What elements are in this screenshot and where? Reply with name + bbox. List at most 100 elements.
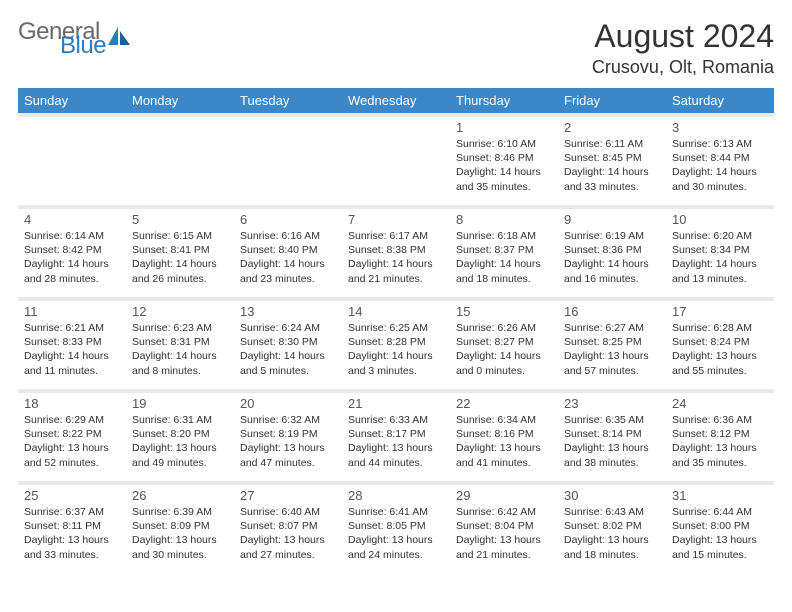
day-info: Sunrise: 6:36 AMSunset: 8:12 PMDaylight:… bbox=[672, 413, 768, 470]
day-cell bbox=[342, 117, 450, 205]
day-cell: 6 Sunrise: 6:16 AMSunset: 8:40 PMDaylight… bbox=[234, 209, 342, 297]
day-info: Sunrise: 6:29 AMSunset: 8:22 PMDaylight:… bbox=[24, 413, 120, 470]
day-number: 3 bbox=[672, 120, 768, 135]
day-number: 12 bbox=[132, 304, 228, 319]
day-info: Sunrise: 6:37 AMSunset: 8:11 PMDaylight:… bbox=[24, 505, 120, 562]
day-info: Sunrise: 6:34 AMSunset: 8:16 PMDaylight:… bbox=[456, 413, 552, 470]
day-info: Sunrise: 6:14 AMSunset: 8:42 PMDaylight:… bbox=[24, 229, 120, 286]
day-cell: 27 Sunrise: 6:40 AMSunset: 8:07 PMDayligh… bbox=[234, 485, 342, 573]
day-number: 24 bbox=[672, 396, 768, 411]
day-cell: 4 Sunrise: 6:14 AMSunset: 8:42 PMDaylight… bbox=[18, 209, 126, 297]
day-info: Sunrise: 6:32 AMSunset: 8:19 PMDaylight:… bbox=[240, 413, 336, 470]
day-header: Wednesday bbox=[342, 88, 450, 113]
day-number: 2 bbox=[564, 120, 660, 135]
day-number: 22 bbox=[456, 396, 552, 411]
day-cell: 23 Sunrise: 6:35 AMSunset: 8:14 PMDayligh… bbox=[558, 393, 666, 481]
day-info: Sunrise: 6:17 AMSunset: 8:38 PMDaylight:… bbox=[348, 229, 444, 286]
week-row: 18 Sunrise: 6:29 AMSunset: 8:22 PMDayligh… bbox=[18, 393, 774, 481]
day-info: Sunrise: 6:13 AMSunset: 8:44 PMDaylight:… bbox=[672, 137, 768, 194]
day-number: 15 bbox=[456, 304, 552, 319]
day-cell: 26Sunrise: 6:39 AMSunset: 8:09 PMDayligh… bbox=[126, 485, 234, 573]
day-number: 18 bbox=[24, 396, 120, 411]
day-info: Sunrise: 6:31 AMSunset: 8:20 PMDaylight:… bbox=[132, 413, 228, 470]
month-title: August 2024 bbox=[592, 18, 774, 55]
page-header: General Blue August 2024 Crusovu, Olt, R… bbox=[18, 18, 774, 78]
day-cell: 11 Sunrise: 6:21 AMSunset: 8:33 PMDayligh… bbox=[18, 301, 126, 389]
day-info: Sunrise: 6:25 AMSunset: 8:28 PMDaylight:… bbox=[348, 321, 444, 378]
day-info: Sunrise: 6:39 AMSunset: 8:09 PMDaylight:… bbox=[132, 505, 228, 562]
day-info: Sunrise: 6:20 AMSunset: 8:34 PMDaylight:… bbox=[672, 229, 768, 286]
day-header: Thursday bbox=[450, 88, 558, 113]
day-cell bbox=[126, 117, 234, 205]
day-number: 6 bbox=[240, 212, 336, 227]
day-number: 23 bbox=[564, 396, 660, 411]
day-header: Saturday bbox=[666, 88, 774, 113]
day-info: Sunrise: 6:41 AMSunset: 8:05 PMDaylight:… bbox=[348, 505, 444, 562]
day-number: 4 bbox=[24, 212, 120, 227]
brand-part2: Blue bbox=[60, 36, 106, 56]
day-cell: 2 Sunrise: 6:11 AMSunset: 8:45 PMDaylight… bbox=[558, 117, 666, 205]
day-cell: 16Sunrise: 6:27 AMSunset: 8:25 PMDayligh… bbox=[558, 301, 666, 389]
brand-logo: General Blue bbox=[18, 22, 132, 57]
day-number: 28 bbox=[348, 488, 444, 503]
day-info: Sunrise: 6:40 AMSunset: 8:07 PMDaylight:… bbox=[240, 505, 336, 562]
day-cell bbox=[18, 117, 126, 205]
day-cell: 18 Sunrise: 6:29 AMSunset: 8:22 PMDayligh… bbox=[18, 393, 126, 481]
day-header: Sunday bbox=[18, 88, 126, 113]
day-info: Sunrise: 6:15 AMSunset: 8:41 PMDaylight:… bbox=[132, 229, 228, 286]
day-info: Sunrise: 6:24 AMSunset: 8:30 PMDaylight:… bbox=[240, 321, 336, 378]
day-cell: 10 Sunrise: 6:20 AMSunset: 8:34 PMDayligh… bbox=[666, 209, 774, 297]
day-number: 19 bbox=[132, 396, 228, 411]
day-info: Sunrise: 6:43 AMSunset: 8:02 PMDaylight:… bbox=[564, 505, 660, 562]
day-info: Sunrise: 6:18 AMSunset: 8:37 PMDaylight:… bbox=[456, 229, 552, 286]
day-header: Friday bbox=[558, 88, 666, 113]
day-cell: 5Sunrise: 6:15 AMSunset: 8:41 PMDaylight… bbox=[126, 209, 234, 297]
day-info: Sunrise: 6:16 AMSunset: 8:40 PMDaylight:… bbox=[240, 229, 336, 286]
day-number: 20 bbox=[240, 396, 336, 411]
calendar-body: 1 Sunrise: 6:10 AMSunset: 8:46 PMDaylight… bbox=[18, 113, 774, 573]
day-info: Sunrise: 6:19 AMSunset: 8:36 PMDaylight:… bbox=[564, 229, 660, 286]
day-cell: 29 Sunrise: 6:42 AMSunset: 8:04 PMDayligh… bbox=[450, 485, 558, 573]
day-number: 11 bbox=[24, 304, 120, 319]
day-number: 30 bbox=[564, 488, 660, 503]
day-cell bbox=[234, 117, 342, 205]
week-row: 1 Sunrise: 6:10 AMSunset: 8:46 PMDaylight… bbox=[18, 117, 774, 205]
calendar-table: SundayMondayTuesdayWednesdayThursdayFrid… bbox=[18, 88, 774, 573]
day-number: 25 bbox=[24, 488, 120, 503]
day-info: Sunrise: 6:23 AMSunset: 8:31 PMDaylight:… bbox=[132, 321, 228, 378]
week-row: 4 Sunrise: 6:14 AMSunset: 8:42 PMDaylight… bbox=[18, 209, 774, 297]
day-number: 7 bbox=[348, 212, 444, 227]
day-info: Sunrise: 6:35 AMSunset: 8:14 PMDaylight:… bbox=[564, 413, 660, 470]
calendar-page: General Blue August 2024 Crusovu, Olt, R… bbox=[0, 0, 792, 612]
day-cell: 9 Sunrise: 6:19 AMSunset: 8:36 PMDaylight… bbox=[558, 209, 666, 297]
title-block: August 2024 Crusovu, Olt, Romania bbox=[592, 18, 774, 78]
day-cell: 8 Sunrise: 6:18 AMSunset: 8:37 PMDaylight… bbox=[450, 209, 558, 297]
day-cell: 25 Sunrise: 6:37 AMSunset: 8:11 PMDayligh… bbox=[18, 485, 126, 573]
day-info: Sunrise: 6:10 AMSunset: 8:46 PMDaylight:… bbox=[456, 137, 552, 194]
day-cell: 28 Sunrise: 6:41 AMSunset: 8:05 PMDayligh… bbox=[342, 485, 450, 573]
day-info: Sunrise: 6:11 AMSunset: 8:45 PMDaylight:… bbox=[564, 137, 660, 194]
week-row: 25 Sunrise: 6:37 AMSunset: 8:11 PMDayligh… bbox=[18, 485, 774, 573]
day-cell: 19 Sunrise: 6:31 AMSunset: 8:20 PMDayligh… bbox=[126, 393, 234, 481]
day-number: 1 bbox=[456, 120, 552, 135]
day-cell: 24 Sunrise: 6:36 AMSunset: 8:12 PMDayligh… bbox=[666, 393, 774, 481]
day-number: 27 bbox=[240, 488, 336, 503]
day-number: 8 bbox=[456, 212, 552, 227]
day-cell: 13Sunrise: 6:24 AMSunset: 8:30 PMDayligh… bbox=[234, 301, 342, 389]
day-cell: 31Sunrise: 6:44 AMSunset: 8:00 PMDayligh… bbox=[666, 485, 774, 573]
day-cell: 3 Sunrise: 6:13 AMSunset: 8:44 PMDaylight… bbox=[666, 117, 774, 205]
day-info: Sunrise: 6:28 AMSunset: 8:24 PMDaylight:… bbox=[672, 321, 768, 378]
day-number: 9 bbox=[564, 212, 660, 227]
day-cell: 7 Sunrise: 6:17 AMSunset: 8:38 PMDaylight… bbox=[342, 209, 450, 297]
day-number: 17 bbox=[672, 304, 768, 319]
day-number: 29 bbox=[456, 488, 552, 503]
day-info: Sunrise: 6:21 AMSunset: 8:33 PMDaylight:… bbox=[24, 321, 120, 378]
week-row: 11 Sunrise: 6:21 AMSunset: 8:33 PMDayligh… bbox=[18, 301, 774, 389]
day-info: Sunrise: 6:26 AMSunset: 8:27 PMDaylight:… bbox=[456, 321, 552, 378]
sail-icon bbox=[106, 25, 132, 56]
day-header: Monday bbox=[126, 88, 234, 113]
day-info: Sunrise: 6:27 AMSunset: 8:25 PMDaylight:… bbox=[564, 321, 660, 378]
day-info: Sunrise: 6:42 AMSunset: 8:04 PMDaylight:… bbox=[456, 505, 552, 562]
day-number: 10 bbox=[672, 212, 768, 227]
day-header-row: SundayMondayTuesdayWednesdayThursdayFrid… bbox=[18, 88, 774, 113]
